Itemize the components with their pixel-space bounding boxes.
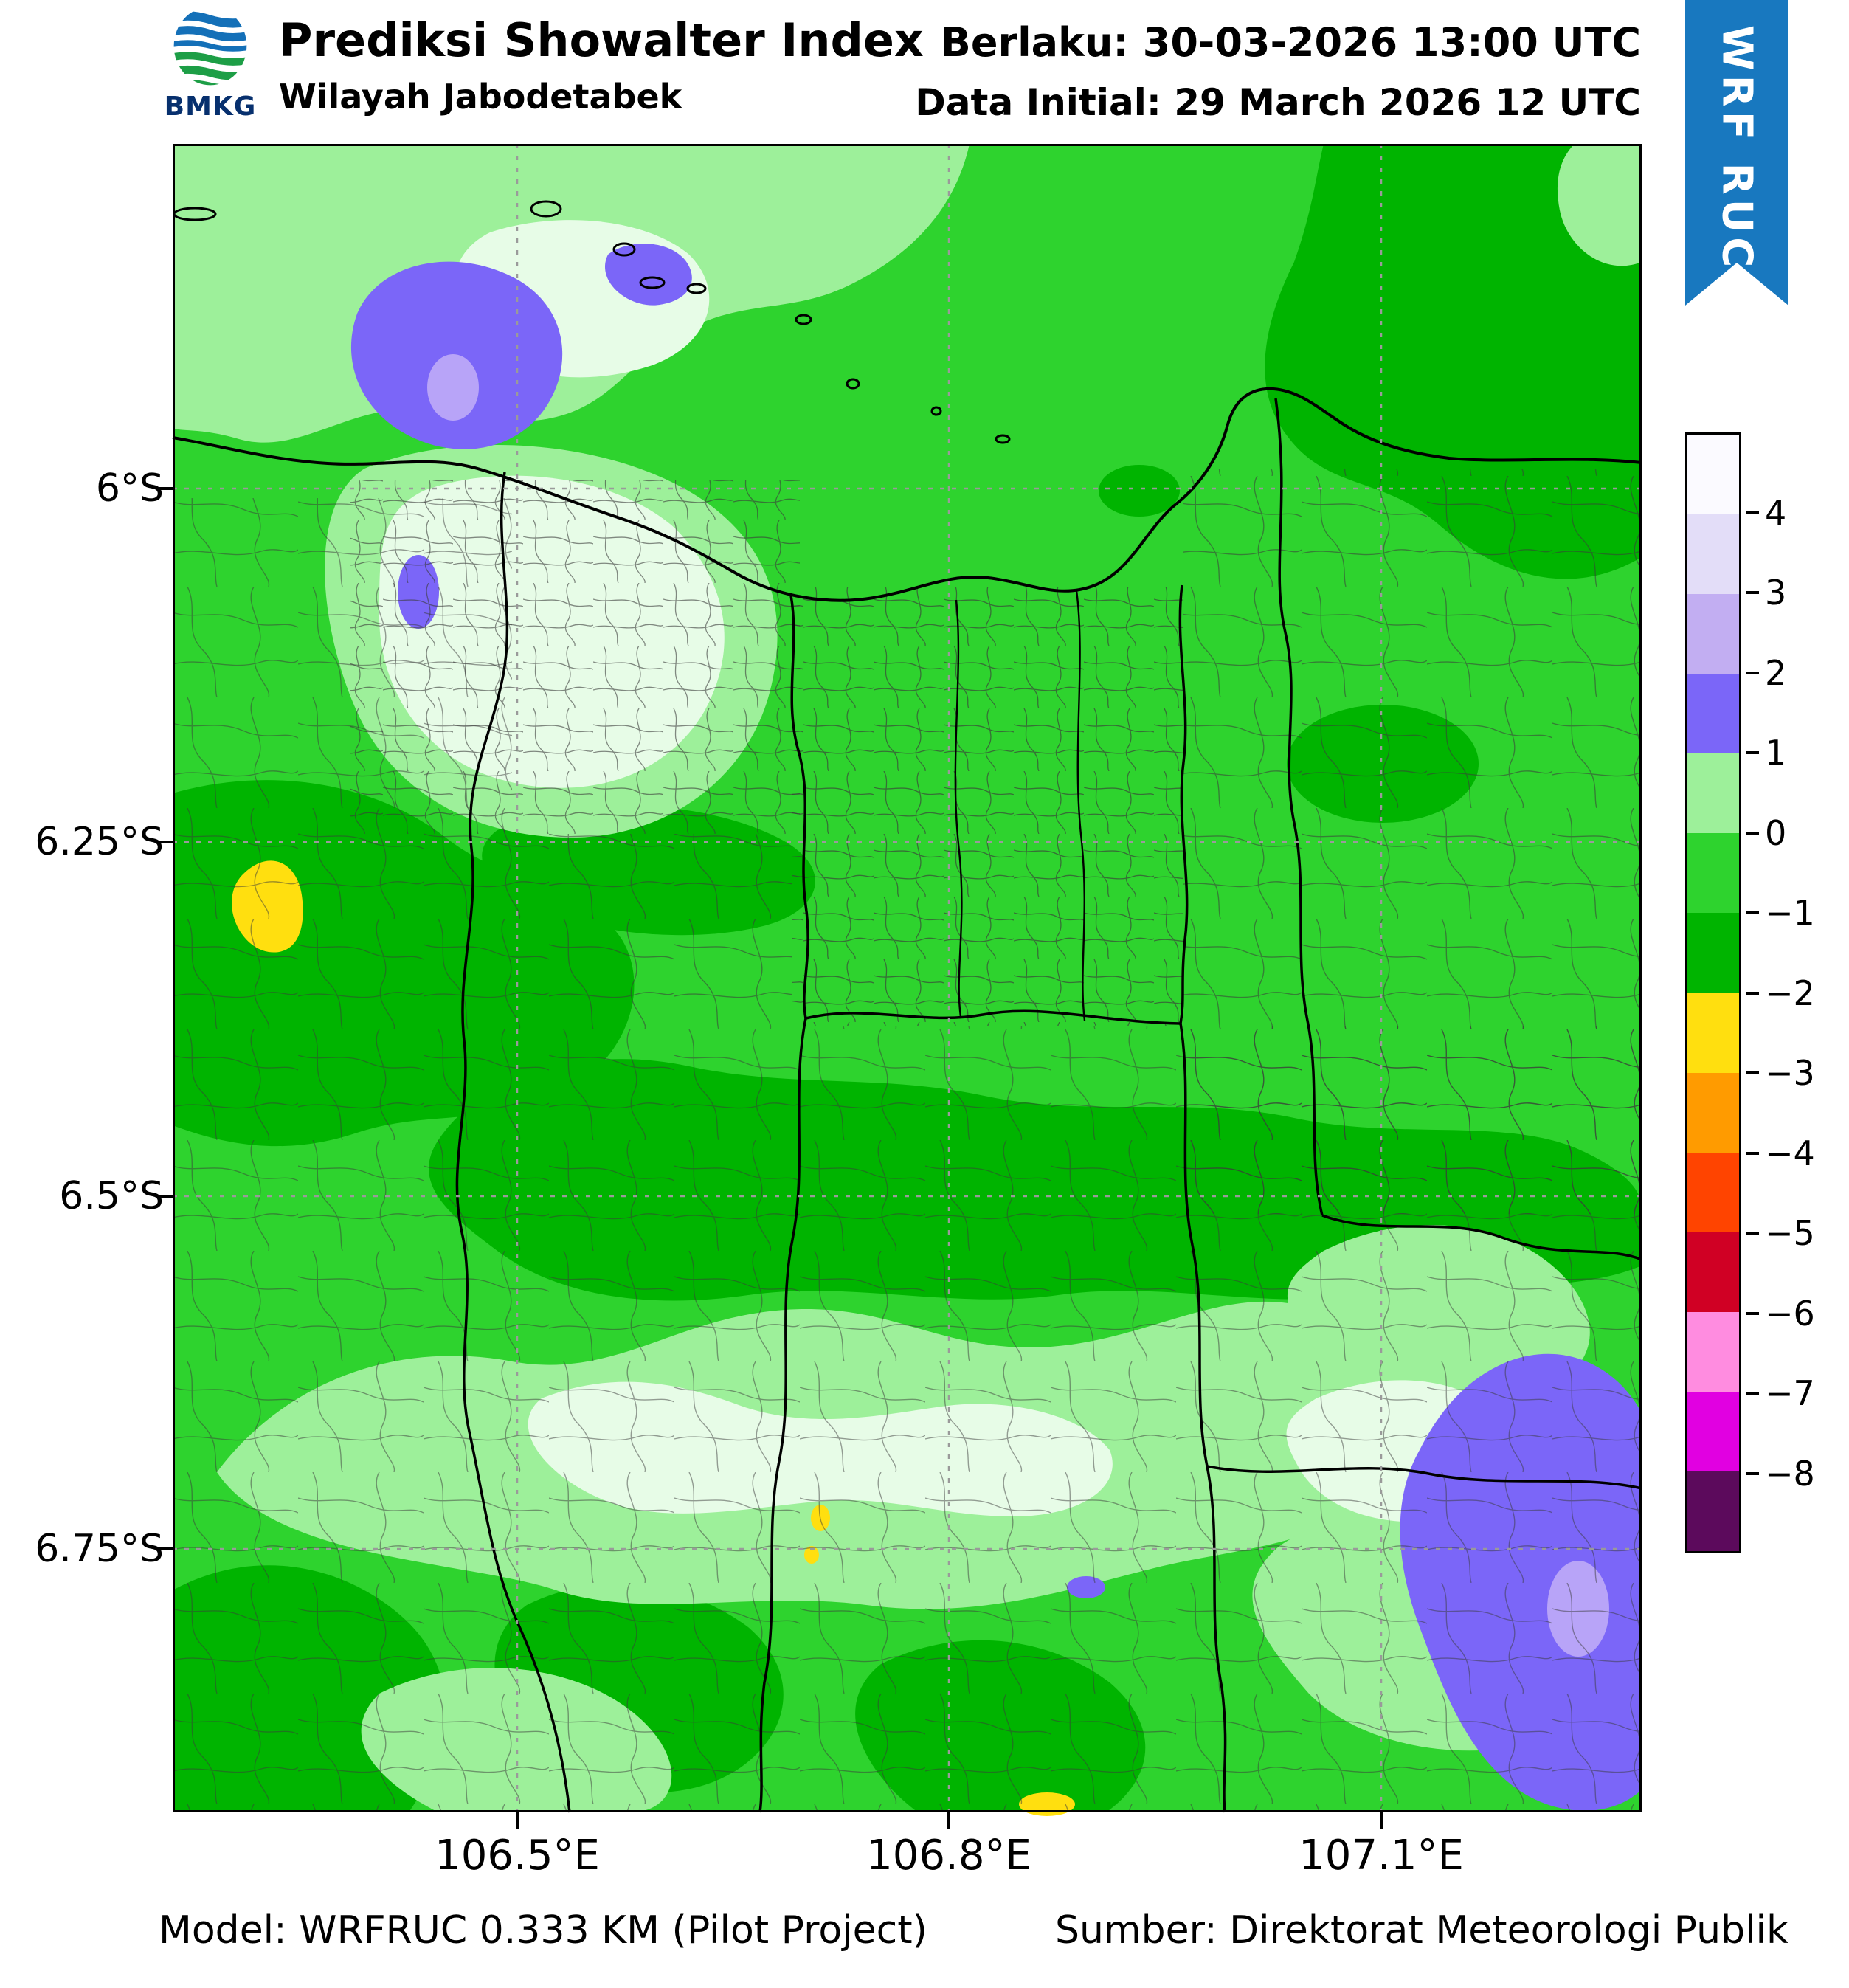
colorbar-tick: −2 xyxy=(1746,973,1815,1013)
bmkg-logo-label: BMKG xyxy=(164,92,257,122)
colorbar-tick-label: −6 xyxy=(1765,1293,1815,1333)
colorbar-segment xyxy=(1687,514,1739,595)
colorbar-segment xyxy=(1687,913,1739,993)
colorbar-tick-mark xyxy=(1746,911,1759,914)
lat-tick-label: 6.5°S xyxy=(59,1174,164,1218)
colorbar-tick: −5 xyxy=(1746,1213,1815,1253)
colorbar-tick-mark xyxy=(1746,991,1759,995)
colorbar-segment xyxy=(1687,1072,1739,1153)
colorbar-tick-label: 3 xyxy=(1765,573,1787,612)
colorbar-tick-mark xyxy=(1746,1151,1759,1155)
colorbar-segment xyxy=(1687,1471,1739,1552)
colorbar-tick: −8 xyxy=(1746,1454,1815,1494)
wrf-ruc-ribbon-label: WRF RUC xyxy=(1713,25,1761,272)
colorbar-tick: 3 xyxy=(1746,573,1786,612)
colorbar-segment xyxy=(1687,594,1739,674)
map-canvas xyxy=(156,144,1642,1829)
colorbar-tick: −7 xyxy=(1746,1373,1815,1413)
colorbar-tick-label: 4 xyxy=(1765,492,1787,533)
colorbar-segment xyxy=(1687,1152,1739,1232)
colorbar-segment xyxy=(1687,674,1739,754)
colorbar-tick-label: −5 xyxy=(1765,1213,1815,1253)
colorbar-tick-label: 1 xyxy=(1765,733,1787,773)
lon-tick-label: 106.8°E xyxy=(866,1832,1031,1880)
colorbar-tick-mark xyxy=(1746,1232,1759,1235)
model-caption: Model: WRFRUC 0.333 KM (Pilot Project) xyxy=(159,1908,927,1953)
colorbar-tick: −3 xyxy=(1746,1053,1815,1093)
colorbar-tick: −6 xyxy=(1746,1294,1815,1333)
bmkg-logo: BMKG xyxy=(151,6,269,122)
colorbar-segment xyxy=(1687,1311,1739,1392)
colorbar-segment xyxy=(1687,993,1739,1073)
colorbar-tick-label: 2 xyxy=(1765,652,1787,693)
bmkg-logo-icon xyxy=(173,7,247,86)
colorbar-tick: 4 xyxy=(1746,493,1786,533)
colorbar-tick: 0 xyxy=(1746,813,1786,853)
colorbar-tick-label: −1 xyxy=(1765,893,1815,933)
colorbar-tick-label: −2 xyxy=(1765,973,1815,1013)
colorbar-tick-label: −7 xyxy=(1765,1373,1815,1413)
valid-time-label: Berlaku: 30-03-2026 13:00 UTC xyxy=(940,19,1641,66)
gridlines xyxy=(173,144,1642,1812)
colorbar-segment xyxy=(1687,435,1739,515)
lat-tick-label: 6.25°S xyxy=(35,820,164,864)
lat-tick-label: 6.75°S xyxy=(35,1527,164,1571)
colorbar-tick: 2 xyxy=(1746,653,1786,693)
lon-tick-label: 107.1°E xyxy=(1299,1832,1464,1880)
colorbar-tick-mark xyxy=(1746,511,1759,514)
colorbar-tick: −1 xyxy=(1746,893,1815,933)
page-subtitle: Wilayah Jabodetabek xyxy=(279,77,682,117)
colorbar-tick-mark xyxy=(1746,831,1759,835)
source-caption: Sumber: Direktorat Meteorologi Publik xyxy=(1055,1908,1789,1953)
islands xyxy=(173,200,1011,444)
wrf-ruc-ribbon: WRF RUC xyxy=(1685,0,1788,306)
colorbar-segment xyxy=(1687,833,1739,914)
colorbar-tick-mark xyxy=(1746,1071,1759,1074)
page-title: Prediksi Showalter Index xyxy=(279,13,924,67)
colorbar-tick-mark xyxy=(1746,1311,1759,1315)
lon-tick-label: 106.5°E xyxy=(435,1832,600,1880)
colorbar-tick-mark xyxy=(1746,1392,1759,1395)
colorbar-tick-label: −8 xyxy=(1765,1453,1815,1494)
coastline xyxy=(172,200,1642,602)
colorbar-segment xyxy=(1687,753,1739,834)
colorbar-ticks: 4 3 2 1 0 −1 −2 −3 −4 −5 −6 −7 −8 xyxy=(1746,432,1842,1553)
colorbar-segment xyxy=(1687,1232,1739,1312)
lat-tick-label: 6°S xyxy=(95,466,164,511)
colorbar-tick-label: 0 xyxy=(1765,812,1787,853)
colorbar-tick-label: −4 xyxy=(1765,1133,1815,1173)
district-boundaries xyxy=(173,469,1642,1812)
initial-time-label: Data Initial: 29 March 2026 12 UTC xyxy=(915,81,1641,124)
colorbar-segments xyxy=(1685,432,1741,1553)
colorbar-tick-mark xyxy=(1746,751,1759,754)
colorbar-tick-mark xyxy=(1746,671,1759,674)
map-frame xyxy=(156,144,1642,1829)
colorbar-tick-mark xyxy=(1746,1471,1759,1475)
colorbar-segment xyxy=(1687,1391,1739,1472)
colorbar-tick-mark xyxy=(1746,591,1759,594)
colorbar-tick-label: −3 xyxy=(1765,1053,1815,1093)
colorbar-tick: 1 xyxy=(1746,733,1786,773)
admin-boundaries xyxy=(455,398,1642,1813)
colorbar-tick: −4 xyxy=(1746,1133,1815,1173)
